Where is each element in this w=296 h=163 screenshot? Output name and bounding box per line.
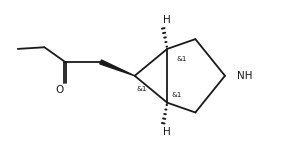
Text: O: O: [55, 85, 63, 96]
Text: &1: &1: [176, 56, 186, 62]
Text: NH: NH: [237, 71, 252, 81]
Text: H: H: [163, 15, 171, 25]
Text: &1: &1: [171, 92, 181, 98]
Polygon shape: [100, 60, 135, 76]
Text: &1: &1: [136, 86, 147, 92]
Text: H: H: [163, 127, 171, 137]
